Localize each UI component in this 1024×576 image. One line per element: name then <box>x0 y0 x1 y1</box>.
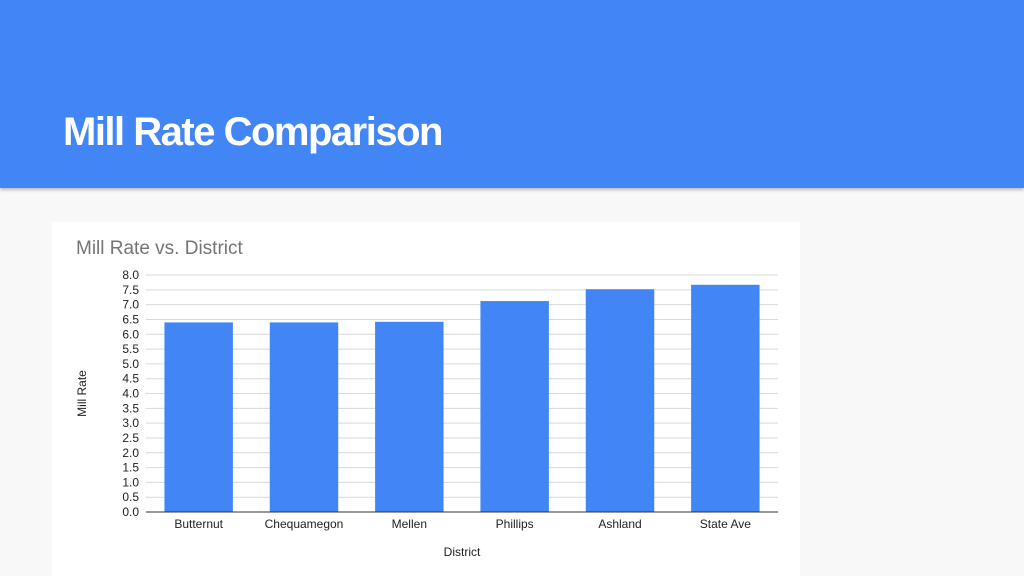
y-tick-label: 4.5 <box>122 372 139 386</box>
chart-card: Mill Rate vs. District 0.0 0.5 1.0 1.5 2.0 2.… <box>52 222 800 576</box>
bar-chart: Mill Rate vs. District 0.00.51.01.52.02.… <box>75 238 778 559</box>
y-tick-label: 4.0 <box>122 387 139 401</box>
x-axis-title: District <box>444 545 481 559</box>
x-category-labels: Butternut Chequamegon Mellen Phillips Ashlan… <box>174 517 751 531</box>
y-tick-label: 3.5 <box>122 401 139 415</box>
x-category-label: Phillips <box>496 517 534 531</box>
y-tick-label: 5.5 <box>122 342 139 356</box>
y-tick-label: 8.0 <box>122 268 139 282</box>
slide-header: Mill Rate Comparison <box>0 0 1024 188</box>
y-tick-label: 6.0 <box>122 327 139 341</box>
y-tick-label: 1.5 <box>122 461 139 475</box>
y-tick-label: 1.0 <box>122 475 139 489</box>
y-tick-labels: 0.00.51.01.52.02.53.03.54.04.55.05.56.06… <box>122 268 139 519</box>
chart-title: Mill Rate vs. District <box>76 238 244 259</box>
y-tick-label: 0.0 <box>122 505 139 519</box>
y-tick-label: 5.0 <box>122 357 139 371</box>
x-category-label: State Ave <box>700 517 751 531</box>
y-tick-label: 7.0 <box>122 298 139 312</box>
slide-title: Mill Rate Comparison <box>63 110 443 154</box>
bars <box>164 284 760 512</box>
bar-chequamegon <box>269 322 339 512</box>
gridlines <box>146 274 778 498</box>
x-category-label: Chequamegon <box>265 517 344 531</box>
x-category-label: Butternut <box>174 517 223 531</box>
bar-phillips <box>480 301 549 512</box>
y-axis-title: Mill Rate <box>75 370 89 417</box>
y-tick-label: 6.5 <box>122 312 139 326</box>
bar-state-ave <box>691 284 760 512</box>
x-category-label: Mellen <box>392 517 427 531</box>
y-tick-label: 2.5 <box>122 431 139 445</box>
x-category-label: Ashland <box>598 517 641 531</box>
y-tick-label: 3.0 <box>122 416 139 430</box>
y-tick-label: 2.0 <box>122 446 139 460</box>
y-tick-label: 7.5 <box>122 283 139 297</box>
y-tick-label: 0.5 <box>122 490 139 504</box>
bar-mellen <box>375 321 444 512</box>
bar-ashland <box>585 289 655 512</box>
bar-butternut <box>164 322 233 512</box>
